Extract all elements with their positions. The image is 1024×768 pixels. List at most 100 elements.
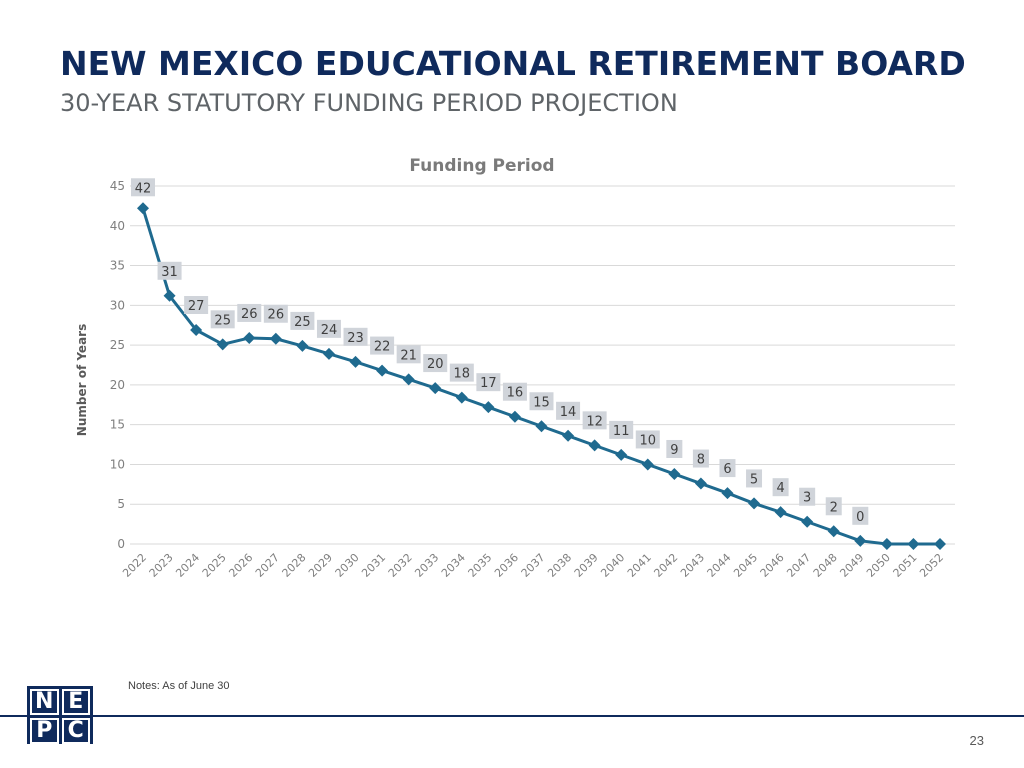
data-label-box [529, 392, 554, 411]
x-tick-label: 2042 [651, 551, 680, 580]
x-tick-label: 2039 [572, 551, 601, 580]
y-tick-label: 40 [110, 219, 125, 233]
data-label-box [476, 373, 501, 392]
data-label-box [556, 401, 581, 420]
x-tick-label: 2041 [625, 551, 654, 580]
data-label: 0 [856, 510, 864, 525]
x-tick-label: 2038 [545, 551, 574, 580]
data-point [748, 497, 761, 510]
data-label: 21 [400, 348, 417, 363]
x-tick-label: 2040 [598, 551, 627, 580]
data-label-box [719, 459, 736, 478]
x-tick-label: 2023 [147, 551, 176, 580]
y-tick-label: 45 [110, 179, 125, 193]
data-point [801, 515, 814, 528]
data-label-box [635, 430, 660, 449]
logo-letter: N [30, 689, 59, 715]
data-point [243, 331, 256, 344]
data-point [562, 429, 575, 442]
data-label: 5 [750, 472, 758, 487]
x-tick-label: 2043 [678, 551, 707, 580]
data-label: 2 [830, 500, 838, 515]
data-point [880, 538, 893, 550]
data-label-box [396, 345, 421, 364]
data-label-box [666, 439, 683, 458]
chart-notes: Notes: As of June 30 [128, 680, 230, 692]
data-label: 3 [803, 491, 811, 506]
data-point [163, 289, 176, 302]
data-label-box [316, 319, 341, 338]
data-label: 26 [268, 308, 285, 323]
x-tick-label: 2028 [280, 551, 309, 580]
data-label: 25 [214, 313, 231, 328]
data-point [269, 332, 282, 345]
data-label-box [609, 420, 634, 439]
data-point [721, 487, 734, 500]
x-tick-label: 2049 [837, 551, 866, 580]
x-tick-label: 2032 [386, 551, 415, 580]
x-tick-label: 2026 [226, 551, 255, 580]
x-tick-label: 2033 [412, 551, 441, 580]
y-tick-label: 0 [117, 537, 125, 551]
data-point [774, 506, 787, 519]
x-tick-label: 2045 [731, 551, 760, 580]
data-label-box [692, 449, 709, 468]
data-label-box [852, 506, 869, 525]
data-label: 6 [723, 462, 731, 477]
x-tick-label: 2031 [359, 551, 388, 580]
page-subtitle: 30-YEAR STATUTORY FUNDING PERIOD PROJECT… [60, 89, 678, 117]
data-label-box [772, 478, 789, 497]
data-point [376, 364, 389, 377]
data-point [190, 323, 203, 336]
data-label: 15 [533, 395, 550, 410]
data-label-box [423, 354, 448, 373]
data-label: 23 [347, 331, 364, 346]
x-tick-label: 2047 [784, 551, 813, 580]
data-label: 11 [613, 424, 630, 439]
data-point [216, 338, 229, 351]
y-tick-label: 15 [110, 418, 125, 432]
data-point [349, 355, 362, 368]
data-label-box [157, 261, 182, 280]
data-label: 27 [188, 299, 205, 314]
logo-letter: C [61, 718, 90, 744]
x-tick-label: 2037 [519, 551, 548, 580]
data-point [907, 538, 920, 550]
data-label: 18 [454, 367, 471, 382]
data-point [668, 467, 681, 480]
data-label: 10 [639, 433, 656, 448]
x-tick-label: 2036 [492, 551, 521, 580]
x-tick-label: 2034 [439, 551, 468, 580]
data-label: 17 [480, 376, 497, 391]
data-label-box [582, 411, 607, 430]
data-point [615, 448, 628, 461]
page-number: 23 [969, 733, 984, 748]
page-title: NEW MEXICO EDUCATIONAL RETIREMENT BOARD [60, 44, 966, 83]
data-point [508, 410, 521, 423]
data-label-box [449, 363, 474, 382]
data-label-box [799, 487, 816, 506]
data-label: 22 [374, 340, 391, 355]
data-label: 20 [427, 357, 444, 372]
footer-divider [0, 715, 1024, 717]
x-tick-label: 2024 [173, 551, 202, 580]
data-label: 14 [560, 405, 577, 420]
data-label-box [210, 310, 235, 329]
x-tick-label: 2051 [891, 551, 920, 580]
data-point [455, 391, 468, 404]
data-label-box [746, 469, 763, 488]
x-tick-label: 2029 [306, 551, 335, 580]
data-label-box [184, 295, 209, 314]
data-label: 12 [586, 414, 603, 429]
y-tick-label: 25 [110, 338, 125, 352]
y-tick-label: 35 [110, 259, 125, 273]
data-point [827, 525, 840, 538]
data-label-box [502, 382, 527, 401]
data-label: 31 [161, 265, 178, 280]
data-label-box [290, 311, 315, 330]
y-tick-label: 10 [110, 457, 125, 471]
data-point [694, 477, 707, 490]
data-label-box [237, 303, 262, 322]
data-label-box [343, 327, 368, 346]
data-label: 8 [697, 453, 705, 468]
